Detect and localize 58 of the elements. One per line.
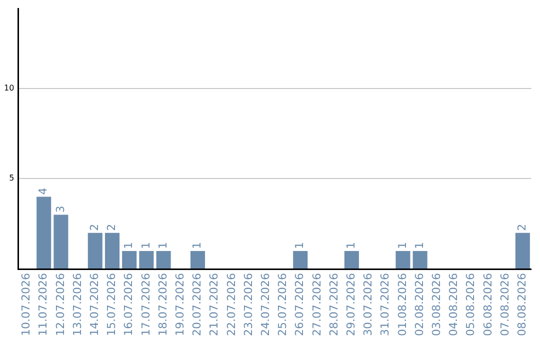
x-tick-label: 30.07.2026 <box>362 273 375 336</box>
x-tick-label: 25.07.2026 <box>276 273 290 336</box>
x-tick-label: 22.07.2026 <box>224 273 238 336</box>
x-tick-label: 08.08.2026 <box>516 273 529 336</box>
x-tick-label: 26.07.2026 <box>293 273 306 336</box>
x-tick-label: 14.07.2026 <box>88 273 101 336</box>
x-tick-label: 05.08.2026 <box>464 273 478 336</box>
bar <box>396 250 410 269</box>
data-label: 1 <box>344 242 358 249</box>
data-label: 2 <box>88 224 101 231</box>
x-tick-label: 01.08.2026 <box>396 273 409 336</box>
data-label: 1 <box>412 242 426 249</box>
bar <box>344 250 359 269</box>
data-label: 1 <box>396 242 409 249</box>
x-tick-label: 19.07.2026 <box>174 273 186 336</box>
data-label: 1 <box>122 242 136 249</box>
data-label: 4 <box>36 188 50 195</box>
x-tick-label: 21.07.2026 <box>208 273 221 336</box>
x-tick-label: 15.07.2026 <box>105 273 118 336</box>
data-label: 1 <box>156 242 170 249</box>
bar <box>104 232 120 269</box>
data-label: 1 <box>139 242 152 249</box>
x-tick-label: 12.07.2026 <box>54 273 67 336</box>
x-tick-label: 18.07.2026 <box>156 273 170 336</box>
x-tick-label: 04.08.2026 <box>447 273 460 336</box>
data-label: 2 <box>105 224 118 231</box>
bar <box>122 250 137 269</box>
x-tick-label: 03.08.2026 <box>430 273 444 336</box>
x-tick-label: 27.07.2026 <box>310 273 324 336</box>
bar <box>88 232 102 269</box>
x-tick-label: 10.07.2026 <box>20 273 33 336</box>
x-tick-label: 07.08.2026 <box>498 273 512 336</box>
x-tick-label: 17.07.2026 <box>139 273 152 336</box>
x-tick-label: 02.08.2026 <box>412 273 426 336</box>
data-label: 3 <box>54 206 67 213</box>
x-tick-label: 28.07.2026 <box>327 273 340 336</box>
y-tick-label: 5 <box>9 174 14 183</box>
x-tick-label: 31.07.2026 <box>378 273 392 336</box>
bar <box>293 250 308 269</box>
x-tick-label: 11.07.2026 <box>36 273 50 336</box>
x-tick-label: 06.08.2026 <box>481 273 494 336</box>
bar <box>412 250 428 269</box>
x-tick-label: 24.07.2026 <box>259 273 272 336</box>
bar <box>36 196 52 269</box>
bar <box>156 250 171 269</box>
bar <box>515 232 530 269</box>
x-tick-label: 16.07.2026 <box>122 273 136 336</box>
x-tick-label: 29.07.2026 <box>344 273 358 336</box>
bar <box>190 250 206 269</box>
data-label: 1 <box>293 242 306 249</box>
x-tick-label: 20.07.2026 <box>190 273 204 336</box>
y-tick-label: 10 <box>4 83 14 92</box>
x-tick-label: 13.07.2026 <box>70 273 84 336</box>
x-tick-label: 23.07.2026 <box>242 273 255 336</box>
data-label: 2 <box>516 224 529 231</box>
data-label: 1 <box>190 242 204 249</box>
bar <box>54 214 68 269</box>
bar <box>139 250 154 269</box>
